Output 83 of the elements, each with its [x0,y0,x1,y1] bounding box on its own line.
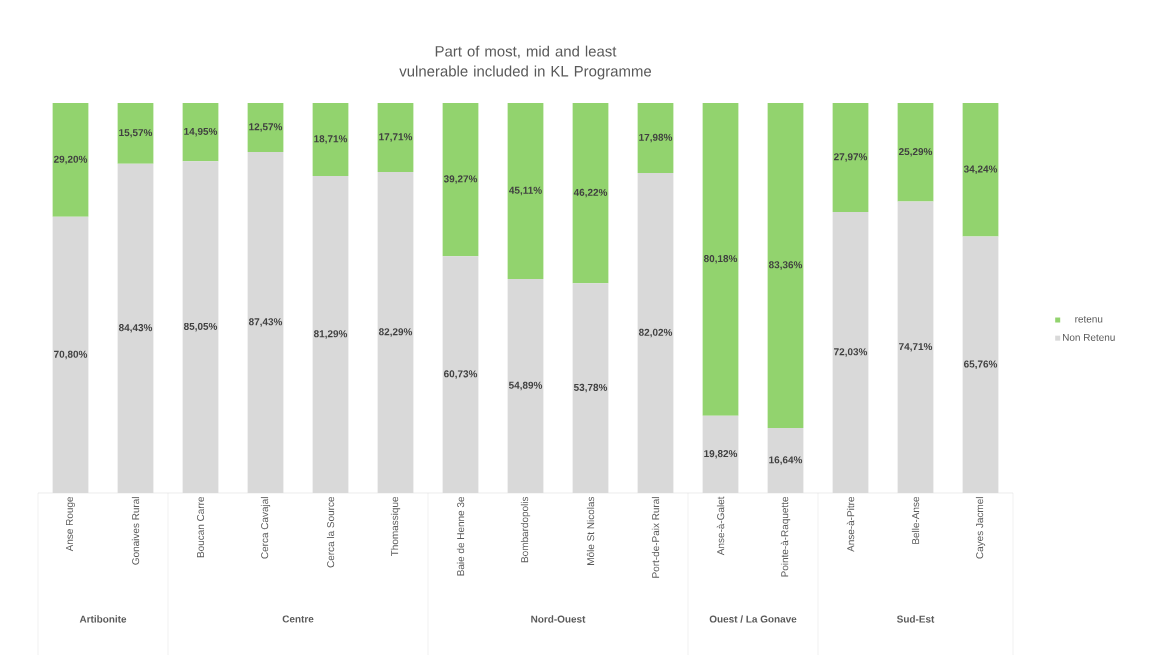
bar [767,102,804,429]
legend-label: Non Retenu [1063,333,1115,341]
data-label: 46,22% [573,188,608,198]
bar [182,161,219,493]
bar [377,102,414,173]
bar [637,173,674,493]
data-label: 81,29% [313,330,348,339]
bar [572,283,609,493]
data-label: 65,76% [963,360,998,370]
bar [247,102,284,153]
bar [117,102,154,164]
bar [52,216,89,493]
data-label: 34,24% [963,165,998,175]
bar [312,102,349,176]
x-tick-label: Anse-à-Pitre [846,496,855,552]
data-label: 87,43% [248,318,283,327]
bar [312,175,349,493]
bar [117,163,154,493]
bar [897,102,934,202]
data-label: 45,11% [509,186,542,196]
text: Sud-Est [896,615,935,623]
data-label: 16,64% [769,456,803,465]
bar [572,102,609,284]
data-label: 72,03% [834,348,868,357]
x-tick-label: Thomassique [390,496,401,557]
x-tick-label: Baie de Henne 3e [456,496,465,576]
x-tick-label: Gonaives Rural [131,497,140,565]
bar [832,102,869,213]
text: Centre [282,615,314,623]
x-tick-label: Belle-Anse [911,496,920,544]
bar [247,152,284,493]
text: Nord-Ouest [531,615,586,623]
data-label: 39,27% [443,175,478,184]
bar [182,102,219,162]
bar [377,172,414,493]
bar [52,102,89,217]
bar [702,415,739,493]
legend-label: retenu [1075,316,1103,323]
bar [832,212,869,493]
chart-title: Part of most, mid and least vulnerable included in KL Programme [399,45,652,80]
data-label: 74,71% [899,343,933,352]
bar [507,102,544,279]
x-tick-label: Boucan Carre [196,496,205,558]
data-label: 29,20% [53,155,88,165]
bar [442,102,479,257]
x-tick-label: Port-de-Paix Rural [651,497,660,578]
data-label: 17,98% [639,133,673,143]
data-label: 54,89% [508,381,543,391]
x-tick-label: Cayes Jacmel [975,497,986,559]
x-tick-label: Cerca la Source [326,496,335,568]
x-tick-label: Bombardopolis [520,496,531,563]
data-label: 25,29% [898,148,933,157]
bar [962,236,999,493]
data-label: 53,78% [573,383,608,393]
data-label: 17,71% [379,133,413,142]
x-tick-label: Anse-à-Galet [716,496,725,556]
x-tick-label: Pointe-à-Raquette [780,496,791,577]
text: Artibonite [79,615,127,623]
data-label: 19,82% [704,450,738,459]
bar [702,102,739,416]
data-label: 84,43% [118,324,153,333]
data-label: 85,05% [183,322,218,332]
data-label: 18,71% [314,135,348,144]
data-label: 12,57% [249,123,283,132]
bar [507,278,544,493]
data-label: 83,36% [768,261,803,270]
x-tick-label: Cerca Cavajal [260,497,271,559]
bar [637,102,674,174]
data-label: 27,97% [833,153,868,162]
bar [442,256,479,493]
bar [962,102,999,237]
text: Ouest / La Gonave [709,615,797,623]
data-label: 82,02% [638,328,673,338]
data-label: 60,73% [443,370,478,379]
data-label: 15,57% [119,129,153,138]
data-label: 70,80% [54,350,88,360]
x-tick-label: Môle St Nicolas [586,496,595,565]
bar [897,201,934,493]
bar [767,428,804,493]
data-label: 82,29% [378,328,413,337]
data-label: 14,95% [184,127,218,137]
data-label: 80,18% [703,255,738,264]
x-tick-label: Anse Rouge [66,496,75,552]
